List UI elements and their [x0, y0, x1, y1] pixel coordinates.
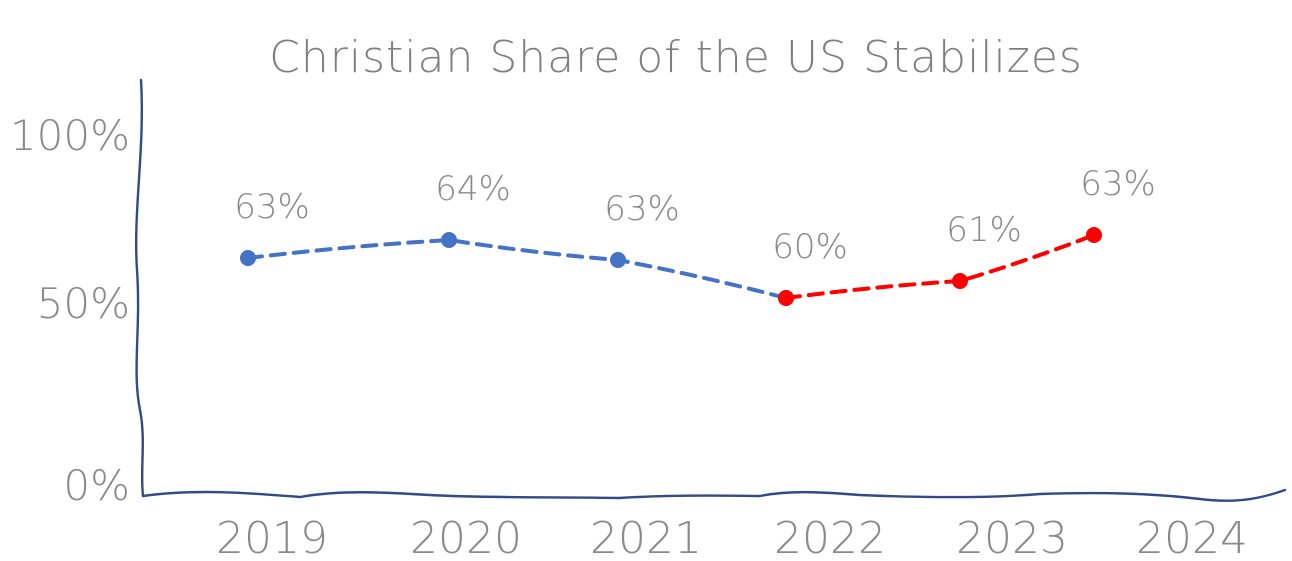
data-point — [240, 250, 256, 266]
y-tick-label: 0% — [63, 461, 130, 510]
data-label: 63% — [234, 187, 310, 227]
x-tick-label: 2021 — [590, 513, 702, 561]
data-labels: 63% 64% 63% 60% 61% 63% — [234, 164, 1156, 267]
data-label: 63% — [604, 189, 680, 229]
x-tick-label: 2019 — [216, 513, 328, 561]
x-tick-label: 2024 — [1136, 513, 1248, 561]
data-point — [952, 273, 968, 289]
x-axis-line — [141, 488, 1287, 502]
data-label: 61% — [946, 210, 1022, 250]
chart-title: Christian Share of the US Stabilizes — [269, 32, 1083, 83]
x-tick-label: 2020 — [410, 513, 522, 561]
x-tick-label: 2022 — [774, 513, 886, 561]
data-label: 63% — [1080, 164, 1156, 204]
data-label: 64% — [435, 169, 511, 209]
data-point — [441, 232, 457, 248]
y-tick-label: 50% — [37, 279, 130, 328]
y-axis-line — [134, 78, 145, 498]
data-point — [1086, 227, 1102, 243]
data-points — [240, 227, 1102, 306]
data-label: 60% — [772, 227, 848, 267]
y-tick-labels: 0% 50% 100% — [10, 111, 130, 510]
x-tick-label: 2023 — [956, 513, 1068, 561]
data-point — [610, 252, 626, 268]
x-tick-labels: 2019 2020 2021 2022 2023 2024 — [216, 513, 1248, 561]
series-line-1 — [246, 237, 788, 300]
y-tick-label: 100% — [10, 111, 130, 160]
data-point — [778, 290, 794, 306]
